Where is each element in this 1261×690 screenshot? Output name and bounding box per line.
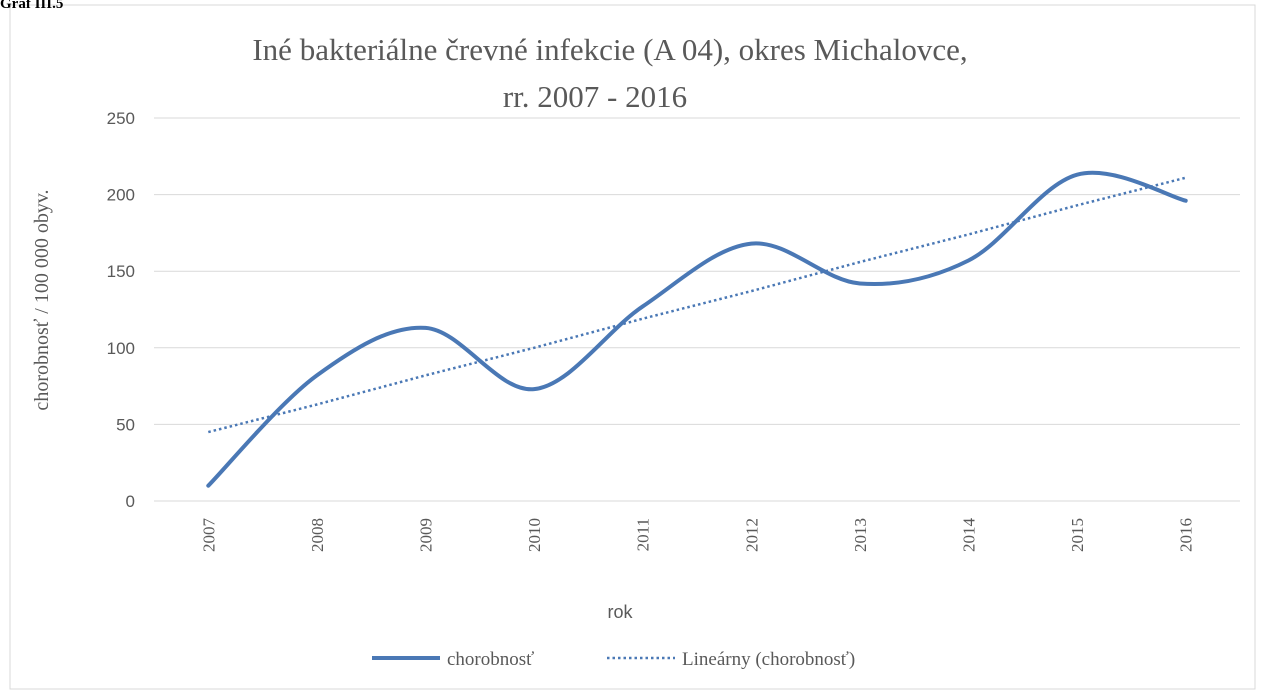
y-tick-label: 50 [116, 415, 135, 434]
y-tick-label: 0 [126, 492, 135, 511]
chart-title: Iné bakteriálne črevné infekcie (A 04), … [252, 32, 967, 67]
legend-label: Lineárny (chorobnosť) [682, 649, 855, 670]
x-tick-label: 2014 [960, 518, 979, 553]
y-axis-label: chorobnosť / 100 000 obyv. [31, 189, 53, 410]
legend-label: chorobnosť [447, 649, 534, 670]
series-line [207, 176, 1187, 434]
y-tick-label: 250 [107, 109, 135, 128]
chart-frame [9, 4, 1256, 690]
x-tick-label: 2007 [199, 518, 218, 553]
x-tick-label: 2015 [1068, 518, 1087, 552]
caption: Graf III.5 [0, 0, 63, 12]
series-line [206, 170, 1188, 488]
x-tick-label: 2011 [634, 518, 653, 551]
x-tick-label: 2016 [1177, 518, 1196, 552]
x-tick-label: 2012 [742, 518, 761, 552]
chart-title: rr. 2007 - 2016 [503, 79, 687, 114]
x-tick-label: 2009 [417, 518, 436, 552]
x-axis-label: rok [607, 602, 633, 622]
x-tick-label: 2013 [851, 518, 870, 552]
x-tick-label: 2008 [308, 518, 327, 552]
y-tick-label: 100 [107, 339, 135, 358]
y-tick-label: 200 [107, 186, 135, 205]
x-tick-label: 2010 [525, 518, 544, 552]
y-tick-label: 150 [107, 262, 135, 281]
